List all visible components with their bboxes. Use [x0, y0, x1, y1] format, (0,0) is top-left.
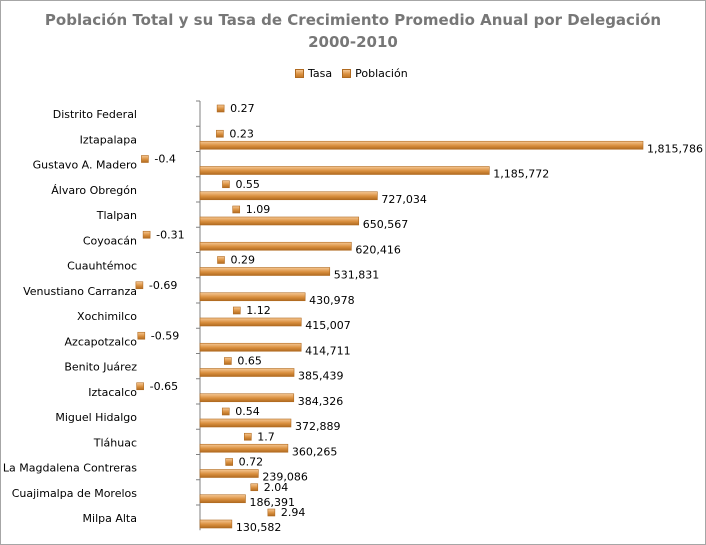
chart-title-main: Población Total y su Tasa de Crecimiento… [44, 11, 662, 29]
tasa-value-label: -0.69 [149, 279, 177, 292]
tasa-marker [216, 104, 225, 113]
poblacion-bar [199, 393, 295, 403]
chart-subtitle: 2000-2010 [308, 33, 398, 51]
poblacion-bar [199, 443, 289, 453]
poblacion-value-label: 650,567 [363, 218, 409, 231]
tasa-value-label: 1.7 [257, 430, 275, 443]
legend-item-poblacion: Población [342, 67, 408, 80]
poblacion-bar [199, 494, 246, 504]
poblacion-value-label: 384,326 [298, 395, 344, 408]
poblacion-value-label: 430,978 [309, 294, 355, 307]
tasa-marker [232, 306, 241, 315]
poblacion-value-label: 360,265 [292, 445, 338, 458]
poblacion-bar [199, 216, 360, 226]
category-label: Venustiano Carranza [23, 285, 137, 298]
tasa-value-label: -0.4 [154, 153, 175, 166]
category-label: Gustavo A. Madero [33, 159, 138, 172]
tasa-value-label: 0.72 [239, 456, 264, 469]
poblacion-value-label: 414,711 [305, 344, 351, 357]
category-label: Álvaro Obregón [51, 184, 137, 197]
legend-swatch-poblacion [342, 69, 352, 78]
chart-title: Población Total y su Tasa de Crecimiento… [0, 9, 706, 53]
legend-swatch-tasa [295, 69, 304, 78]
category-label: Cuauhtémoc [67, 260, 137, 273]
tasa-value-label: -0.31 [156, 228, 184, 241]
category-label: Milpa Alta [83, 512, 137, 525]
poblacion-value-label: 620,416 [355, 243, 401, 256]
poblacion-bar [199, 191, 378, 201]
tasa-marker [222, 180, 230, 189]
tasa-marker [232, 205, 241, 214]
tasa-value-label: 0.29 [231, 254, 256, 267]
poblacion-bar [199, 368, 295, 377]
legend-label-tasa: Tasa [308, 67, 333, 80]
category-label: Xochimilco [77, 310, 137, 323]
tasa-marker [217, 256, 225, 264]
tasa-value-label: 1.09 [246, 203, 271, 216]
poblacion-value-label: 1,815,786 [647, 142, 703, 155]
tasa-value-label: -0.65 [150, 380, 178, 393]
poblacion-bar [199, 267, 331, 276]
poblacion-value-label: 727,034 [381, 193, 427, 206]
poblacion-bar [199, 342, 302, 352]
poblacion-value-label: 186,391 [249, 496, 295, 509]
chart-legend: Tasa Población [295, 67, 408, 80]
tasa-value-label: 0.65 [237, 355, 262, 368]
tasa-value-label: 2.94 [281, 506, 306, 519]
tasa-value-label: 0.54 [235, 405, 260, 418]
tasa-value-label: 0.55 [235, 178, 260, 191]
category-label: Miguel Hidalgo [55, 411, 137, 424]
poblacion-bar [199, 418, 292, 428]
category-label: Cuajimalpa de Morelos [12, 487, 138, 500]
category-label: Tlalpan [96, 209, 137, 222]
poblacion-value-label: 385,439 [298, 370, 344, 383]
tasa-value-label: -0.59 [151, 329, 179, 342]
tasa-marker [136, 382, 144, 391]
poblacion-bar [199, 469, 259, 478]
legend-label-poblacion: Población [355, 67, 408, 80]
poblacion-value-label: 1,185,772 [493, 168, 549, 181]
tasa-marker [137, 331, 146, 340]
category-label: Iztapalapa [80, 133, 137, 146]
poblacion-bar [199, 519, 233, 529]
poblacion-bar [199, 140, 644, 150]
tasa-marker [216, 129, 224, 138]
poblacion-bar [199, 292, 306, 302]
tasa-marker [244, 432, 252, 441]
category-label: Iztacalco [88, 386, 137, 399]
category-label: Azcapotzalco [65, 335, 138, 348]
category-label: Distrito Federal [53, 108, 137, 121]
poblacion-bar [199, 241, 352, 251]
tasa-value-label: 0.23 [229, 127, 254, 140]
category-label: Tláhuac [93, 436, 137, 449]
tasa-marker [135, 281, 144, 290]
tasa-value-label: 1.12 [246, 304, 271, 317]
category-label: Benito Juárez [64, 361, 137, 374]
tasa-marker [141, 155, 149, 163]
tasa-marker [142, 230, 151, 239]
category-label: Coyoacán [83, 234, 137, 247]
poblacion-value-label: 531,831 [334, 269, 380, 282]
poblacion-value-label: 372,889 [295, 420, 341, 433]
tasa-marker [224, 357, 232, 365]
tasa-marker [225, 458, 233, 466]
tasa-marker [267, 508, 276, 517]
tasa-marker [221, 407, 230, 416]
category-label: La Magdalena Contreras [3, 462, 137, 475]
tasa-marker [250, 483, 259, 492]
tasa-value-label: 2.04 [264, 481, 289, 494]
poblacion-value-label: 239,086 [262, 471, 308, 484]
legend-item-tasa: Tasa [295, 67, 332, 80]
tasa-value-label: 0.27 [230, 102, 255, 115]
poblacion-value-label: 415,007 [305, 319, 351, 332]
poblacion-bar [199, 166, 490, 175]
poblacion-bar [199, 317, 302, 327]
poblacion-value-label: 130,582 [236, 521, 282, 534]
